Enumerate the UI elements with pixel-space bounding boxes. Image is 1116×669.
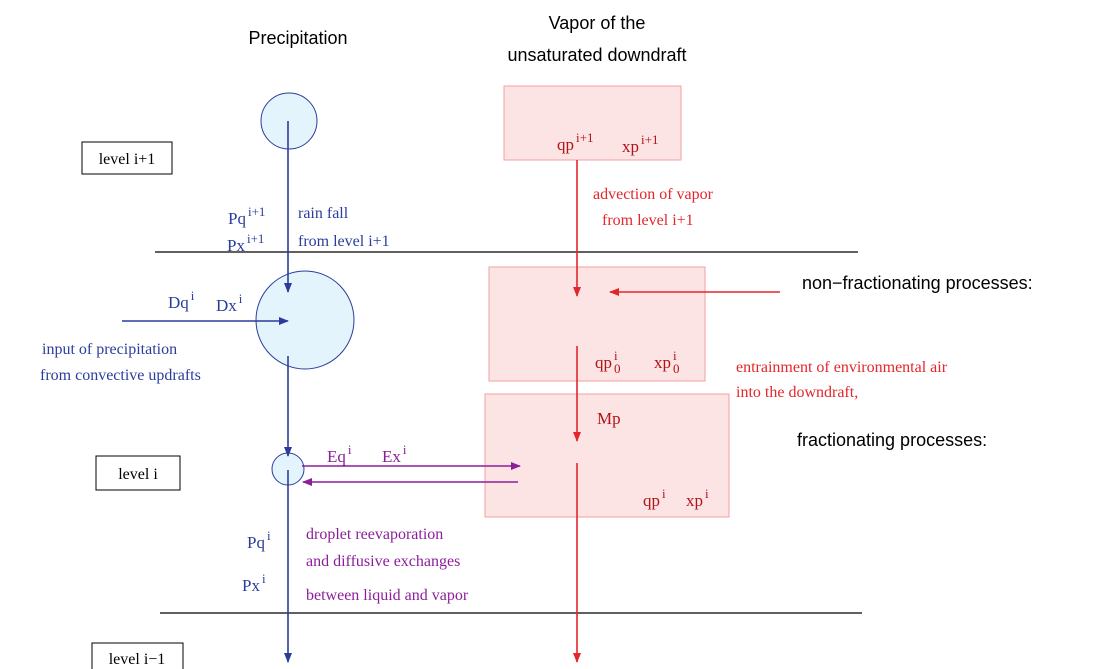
level-box bbox=[81, 141, 173, 175]
symbol-superscript: i bbox=[267, 528, 271, 543]
symbol-superscript: i bbox=[673, 348, 677, 363]
symbol: Pq bbox=[228, 209, 246, 228]
symbol: Dx bbox=[216, 296, 237, 315]
symbol: xp bbox=[622, 137, 639, 156]
symbol-superscript: i bbox=[662, 486, 666, 501]
symbol: Pq bbox=[247, 533, 265, 552]
symbol-superscript: i bbox=[705, 486, 709, 501]
process-heading: non−fractionating processes: bbox=[802, 273, 1033, 293]
note: rain fall bbox=[298, 205, 349, 222]
note: advection of vapor bbox=[593, 186, 714, 203]
symbol: xp bbox=[686, 491, 703, 510]
note: input of precipitation bbox=[42, 341, 177, 358]
process-heading: fractionating processes: bbox=[797, 430, 987, 450]
note: from level i+1 bbox=[602, 212, 694, 229]
droplet bbox=[260, 92, 318, 150]
header: unsaturated downdraft bbox=[507, 45, 686, 65]
symbol: xp bbox=[654, 353, 671, 372]
symbol: Px bbox=[242, 576, 260, 595]
note: between liquid and vapor bbox=[306, 587, 469, 604]
vapor-box bbox=[488, 266, 706, 382]
precipitation-arrows bbox=[122, 121, 292, 663]
symbol-superscript: i+1 bbox=[247, 231, 264, 246]
exchange-arrows bbox=[302, 462, 521, 486]
level-box bbox=[91, 642, 184, 669]
symbol-superscript: i bbox=[348, 442, 352, 457]
symbol-subscript: 0 bbox=[673, 361, 680, 376]
droplet bbox=[255, 270, 355, 370]
level-label: level i−1 bbox=[109, 651, 166, 668]
symbol: Ex bbox=[382, 447, 401, 466]
symbol-superscript: i+1 bbox=[641, 132, 658, 147]
shapes bbox=[81, 85, 862, 669]
level-label: level i bbox=[118, 466, 158, 483]
symbol: qp bbox=[557, 135, 574, 154]
symbol-superscript: i+1 bbox=[576, 130, 593, 145]
symbol: Px bbox=[227, 236, 245, 255]
note: from level i+1 bbox=[298, 233, 390, 250]
vapor-arrows bbox=[573, 160, 780, 663]
note: droplet reevaporation bbox=[306, 526, 443, 543]
symbol-superscript: i bbox=[262, 571, 266, 586]
vapor-box bbox=[503, 85, 682, 161]
level-box bbox=[95, 455, 181, 491]
note: and diffusive exchanges bbox=[306, 553, 460, 570]
note: into the downdraft, bbox=[736, 384, 858, 401]
symbol: qp bbox=[643, 491, 660, 510]
symbol-superscript: i+1 bbox=[248, 204, 265, 219]
header: Precipitation bbox=[248, 28, 347, 48]
symbol: Dq bbox=[168, 293, 189, 312]
header: Vapor of the bbox=[549, 13, 646, 33]
vapor-box bbox=[484, 393, 730, 518]
symbol-superscript: i bbox=[191, 288, 195, 303]
symbol-superscript: i bbox=[403, 442, 407, 457]
symbol-superscript: i bbox=[614, 348, 618, 363]
note: entrainment of environmental air bbox=[736, 359, 948, 376]
symbol-superscript: i bbox=[239, 291, 243, 306]
symbol-subscript: 0 bbox=[614, 361, 621, 376]
symbol: qp bbox=[595, 353, 612, 372]
note: from convective updrafts bbox=[40, 367, 201, 384]
symbol: Mp bbox=[597, 409, 621, 428]
level-label: level i+1 bbox=[99, 151, 156, 168]
symbol: Eq bbox=[327, 447, 346, 466]
